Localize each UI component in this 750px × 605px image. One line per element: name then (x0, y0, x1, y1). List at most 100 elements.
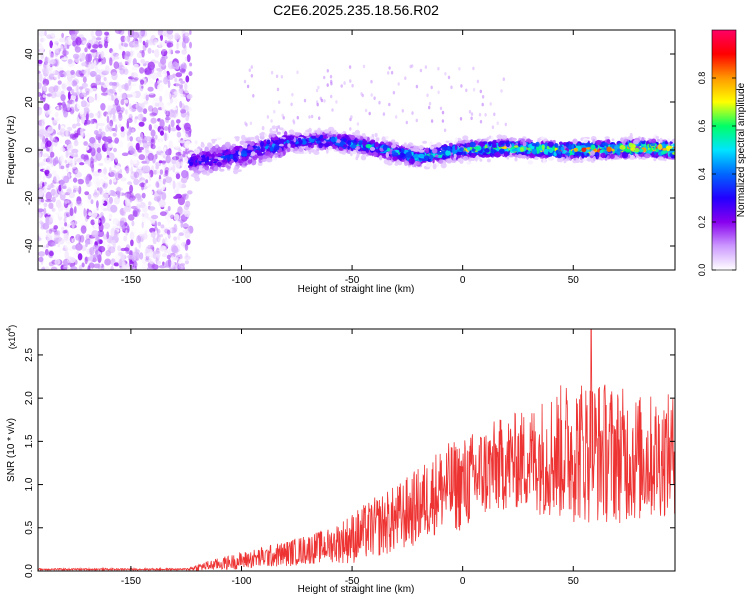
spectrogram-noise-cell (38, 125, 43, 130)
spectrogram-noise-cell (87, 265, 91, 270)
spectrogram-band-cell (657, 156, 664, 161)
spectrogram-band-cell (294, 150, 300, 154)
spectrogram-noise-cell (137, 222, 141, 230)
spectrogram-band-cell (498, 148, 505, 154)
spectrogram-noise-cell (74, 46, 81, 53)
spectrogram-band-cell (546, 145, 550, 150)
spectrogram-noise-cell (90, 147, 96, 157)
spectrogram-noise-cell (108, 246, 116, 254)
spectrogram-noise-cell (140, 30, 146, 37)
spectrogram-noise-cell (118, 113, 123, 121)
spectrogram-noise-cell (109, 57, 113, 66)
spectrogram-noise-cell (66, 143, 74, 151)
spectrogram-band-cell (453, 153, 457, 159)
spectrogram-band-cell (286, 147, 291, 153)
spectrogram-band-cell (565, 157, 570, 160)
spectrogram-noise-cell (178, 87, 184, 94)
spectrogram-noise-cell (102, 70, 110, 74)
spectrogram-noise-cell (165, 116, 171, 121)
spectrogram-noise-cell (141, 192, 146, 199)
spectrogram-noise-cell (117, 140, 124, 149)
spectrogram-noise-cell (71, 92, 78, 96)
spectrogram-noise-cell (117, 251, 124, 257)
spectrogram-noise-cell (63, 200, 67, 205)
spectrogram-band-cell (628, 155, 636, 160)
spectrogram-noise-cell (50, 91, 57, 99)
spectrogram-band-cell (249, 136, 255, 140)
spectrogram-noise-cell (38, 162, 41, 167)
spectrogram-noise-cell (67, 71, 71, 78)
spectrogram-band-cell (459, 147, 464, 152)
spectrogram-noise-cell (110, 265, 114, 270)
spectrogram-noise-cell (50, 151, 55, 158)
spectrogram-band-cell (215, 137, 222, 140)
spectrogram-noise-cell (127, 108, 133, 118)
spectrogram-noise-cell (128, 126, 132, 135)
spectrogram-noise-cell (123, 43, 129, 48)
spectrogram-noise-cell (54, 156, 59, 165)
spectrogram-noise-cell (61, 226, 65, 230)
spectrogram-noise-cell (100, 103, 106, 111)
spectrogram-noise-cell (133, 158, 138, 165)
spectrogram-noise-cell (147, 266, 153, 270)
spectrogram-noise-cell (120, 217, 127, 224)
spectrogram-band-cell (320, 138, 325, 142)
spectrogram-noise-cell (120, 92, 127, 100)
spectrogram-band-cell (537, 137, 541, 143)
spectrogram-noise-cell (100, 50, 105, 59)
spectrogram-band-cell (594, 151, 600, 157)
spectrogram-noise-cell (156, 170, 159, 175)
spectrogram-noise-cell (39, 251, 45, 255)
spectrogram-noise-cell (108, 126, 113, 132)
spectrogram-noise-cell (173, 91, 178, 95)
spectrogram-noise-cell (129, 184, 134, 193)
spectrogram-noise-cell (139, 252, 144, 260)
spectrogram-noise-cell (75, 243, 83, 251)
spectrogram-noise-cell (144, 173, 151, 179)
spectrogram-band-cell (527, 147, 531, 151)
spectrogram-band-cell (547, 156, 555, 161)
spectrogram-noise-cell (160, 152, 166, 157)
spectrogram-noise-cell (157, 221, 161, 226)
spectrogram-noise-cell (105, 125, 110, 133)
spectrogram-noise-cell (142, 40, 146, 46)
spectrogram-noise-cell (47, 109, 52, 115)
spectrogram-noise-cell (98, 128, 102, 132)
spectrogram-noise-cell (134, 265, 137, 270)
spectrogram-noise-cell (96, 147, 101, 154)
spectrogram-band-cell (316, 129, 321, 135)
spectrogram-band-cell (479, 158, 483, 162)
spectrogram-noise-cell (155, 134, 158, 140)
spectrogram-band-cell (303, 131, 310, 137)
spectrogram-band-cell (374, 132, 378, 138)
spectrogram-noise-cell (188, 71, 193, 77)
spectrogram-band-cell (229, 154, 234, 159)
spectrogram-noise-cell (88, 43, 92, 48)
spectrogram-noise-cell (39, 45, 44, 54)
spectrogram-noise-cell (101, 92, 108, 96)
spectrogram-noise-cell (143, 100, 149, 105)
spectrogram-band-cell (582, 137, 589, 144)
spectrogram-band-cell (190, 173, 197, 177)
spectrogram-noise-cell (48, 73, 55, 80)
spectrogram-noise-cell (154, 49, 160, 58)
spectrogram-noise-cell (48, 202, 54, 209)
spectrogram-noise-cell (183, 133, 189, 137)
spectrogram-noise-cell (141, 221, 144, 229)
spectrogram-noise-cell (65, 163, 70, 168)
spectrogram-noise-cell (48, 250, 54, 257)
spectrogram-noise-cell (79, 234, 85, 243)
spectrogram-noise-cell (133, 77, 139, 81)
spectrogram-noise-cell (104, 137, 110, 142)
spectrogram-noise-cell (159, 169, 164, 175)
spectrogram-noise-cell (170, 119, 175, 128)
spectrogram-noise-cell (98, 58, 102, 63)
spectrogram-noise-cell (50, 266, 58, 270)
spectrogram-noise-cell (133, 261, 138, 268)
spectrogram-band-cell (561, 153, 566, 158)
spectrogram-band-cell (391, 145, 395, 149)
spectrogram-noise-cell (158, 199, 166, 208)
spectrogram-noise-cell (104, 41, 108, 49)
spectrogram-noise-cell (126, 118, 133, 124)
spectrogram-band-cell (514, 145, 519, 148)
